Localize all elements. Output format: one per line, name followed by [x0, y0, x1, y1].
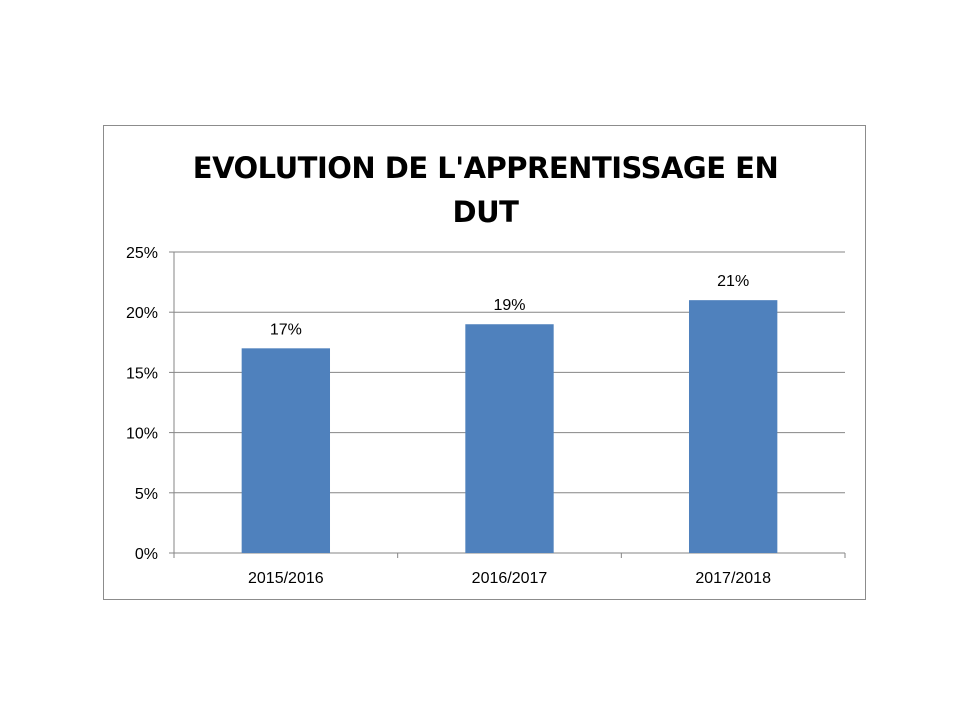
- y-tick-label: 5%: [135, 486, 158, 503]
- x-tick-label: 2016/2017: [472, 570, 548, 587]
- data-label: 19%: [493, 297, 525, 314]
- chart-frame: EVOLUTION DE L'APPRENTISSAGE EN DUT 0% 5%…: [103, 125, 866, 600]
- y-tick-label: 20%: [126, 305, 158, 322]
- bar: [241, 348, 331, 553]
- y-tick-label: 10%: [126, 426, 158, 443]
- data-label: 21%: [717, 273, 749, 290]
- bar-chart-plot: 0% 5% 10% 15% 20% 25% 17% 2015/2016 19% 2016/2017…: [126, 245, 846, 587]
- x-tick-label: 2015/2016: [248, 570, 324, 587]
- bar: [688, 300, 778, 553]
- y-tick-label: 15%: [126, 365, 158, 382]
- x-tick-label: 2017/2018: [695, 570, 771, 587]
- chart-title: EVOLUTION DE L'APPRENTISSAGE EN DUT: [192, 151, 779, 229]
- bar: [465, 324, 554, 553]
- y-tick-label: 0%: [135, 546, 158, 563]
- data-label: 17%: [270, 321, 302, 338]
- y-tick-label: 25%: [126, 245, 158, 262]
